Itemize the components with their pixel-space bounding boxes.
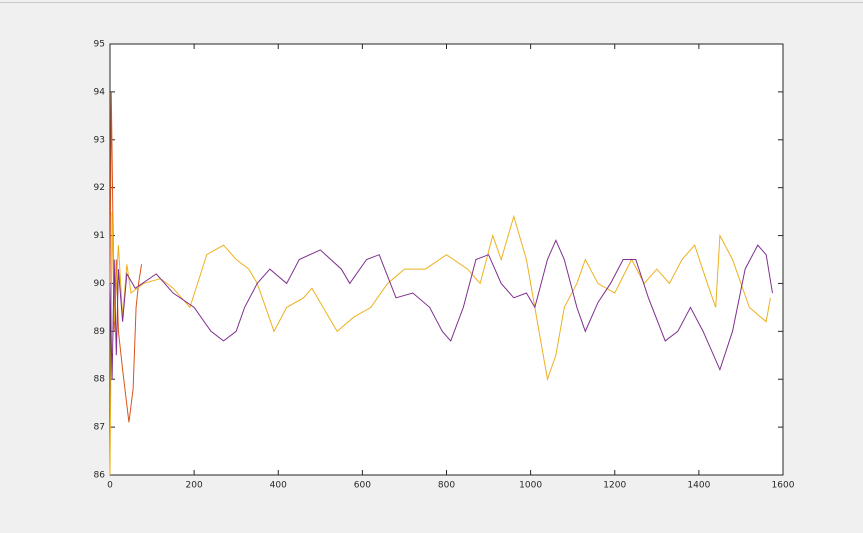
series-line (109, 211, 771, 476)
y-tick-label: 95 (94, 40, 105, 50)
series-line (109, 91, 143, 423)
y-tick-label: 93 (94, 135, 105, 145)
y-tick-label: 88 (94, 375, 106, 385)
x-tick-label: 600 (354, 481, 371, 491)
y-tick-label: 90 (94, 279, 106, 289)
y-tick-label: 86 (94, 471, 106, 481)
y-tick-label: 89 (94, 327, 106, 337)
y-tick-label: 91 (94, 231, 105, 241)
y-tick-label: 94 (94, 87, 106, 97)
x-tick-label: 1000 (519, 481, 542, 491)
x-tick-label: 800 (438, 481, 455, 491)
y-tick-label: 87 (94, 423, 105, 433)
x-tick-label: 1400 (687, 481, 710, 491)
x-tick-label: 400 (270, 481, 287, 491)
y-tick-label: 92 (94, 183, 105, 193)
x-tick-label: 0 (107, 481, 113, 491)
x-tick-label: 1600 (772, 481, 795, 491)
x-tick-label: 200 (186, 481, 203, 491)
series-line (109, 239, 773, 380)
x-tick-label: 1200 (603, 481, 626, 491)
